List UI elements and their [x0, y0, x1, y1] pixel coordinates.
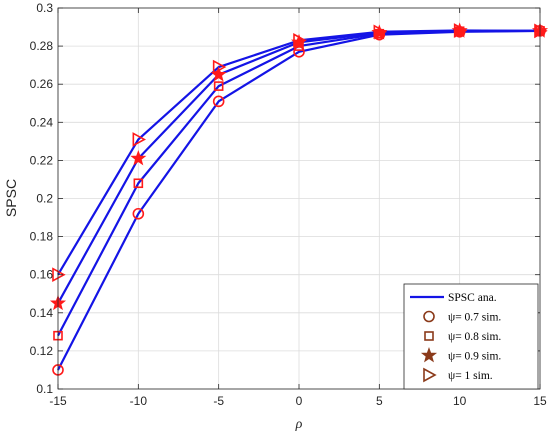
y-tick-label: 0.3	[36, 1, 53, 15]
y-tick-label: 0.28	[30, 39, 54, 53]
data-point-square	[213, 81, 224, 91]
marker-triangle	[373, 24, 388, 40]
marker-star	[420, 347, 438, 363]
y-axis-ticks: 0.1 0.12 0.14 0.16 0.18 0.2 0.22 0.24 0.26 0.28 0.…	[30, 1, 540, 396]
legend-label: ψ= 0.7 sim.	[448, 312, 501, 324]
y-tick-label: 0.14	[30, 306, 54, 320]
data-point-triangle-right	[212, 59, 227, 75]
y-tick-label: 0.16	[30, 268, 54, 282]
x-tick-label: -5	[213, 394, 224, 408]
y-tick-label: 0.22	[30, 153, 54, 167]
y-tick-label: 0.1	[36, 382, 53, 396]
marker-triangle	[212, 59, 227, 75]
legend-label: ψ= 1 sim.	[448, 370, 493, 382]
marker-circle	[423, 310, 435, 323]
data-point-triangle-right	[132, 132, 147, 147]
y-tick-label: 0.12	[30, 344, 54, 358]
marker-circle	[293, 46, 305, 58]
data-point-triangle-right	[453, 23, 468, 38]
legend: SPSC ana. ψ= 0.7 sim. ψ= 0.8 sim. ψ= 0.9 si…	[403, 283, 539, 390]
data-point-circle	[293, 46, 305, 58]
data-point-square	[133, 178, 144, 189]
legend-swatch-triangle-right	[423, 367, 437, 383]
data-point-triangle-right	[373, 24, 388, 40]
data-point-circle	[132, 207, 145, 220]
legend-box	[403, 283, 539, 390]
y-tick-label: 0.2	[36, 192, 53, 206]
markers	[49, 22, 549, 376]
legend-swatch-circle	[423, 310, 435, 323]
x-tick-label: -15	[49, 394, 67, 408]
legend-label: ψ= 0.8 sim.	[448, 331, 501, 343]
marker-triangle	[534, 23, 548, 39]
marker-star	[130, 150, 147, 166]
x-axis-label: ρ	[295, 417, 303, 432]
marker-square	[424, 331, 434, 341]
marker-triangle	[293, 33, 307, 48]
legend-label: ψ= 0.9 sim.	[448, 351, 501, 363]
x-tick-label: 15	[533, 394, 547, 408]
marker-square	[133, 178, 144, 189]
y-tick-label: 0.26	[30, 77, 54, 91]
legend-swatch-square	[424, 331, 434, 341]
y-tick-label: 0.24	[30, 115, 54, 129]
y-axis-label: SPSC	[3, 179, 19, 217]
data-point-circle	[212, 95, 225, 108]
x-tick-label: 10	[453, 394, 467, 408]
marker-square	[213, 81, 224, 91]
y-tick-label: 0.18	[30, 230, 54, 244]
legend-label: SPSC ana.	[448, 292, 497, 304]
marker-triangle	[52, 267, 66, 283]
marker-triangle	[453, 23, 468, 38]
x-tick-label: -10	[130, 394, 148, 408]
data-point-triangle-right	[534, 23, 548, 39]
data-point-triangle-right	[52, 267, 66, 283]
marker-triangle	[132, 132, 147, 147]
x-tick-label: 0	[296, 394, 303, 408]
legend-swatch-star	[420, 347, 438, 363]
marker-triangle	[423, 367, 437, 383]
x-tick-label: 5	[376, 394, 383, 408]
marker-circle	[212, 95, 225, 108]
x-axis-ticks: -15 -10 -5 0 5 10 15	[49, 8, 547, 408]
marker-circle	[132, 207, 145, 220]
data-point-star	[130, 150, 147, 166]
data-point-triangle-right	[293, 33, 307, 48]
